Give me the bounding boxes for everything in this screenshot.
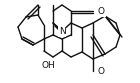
- Text: OH: OH: [41, 61, 55, 69]
- Text: O: O: [97, 6, 104, 16]
- Text: N: N: [59, 26, 65, 36]
- Text: O: O: [97, 66, 104, 76]
